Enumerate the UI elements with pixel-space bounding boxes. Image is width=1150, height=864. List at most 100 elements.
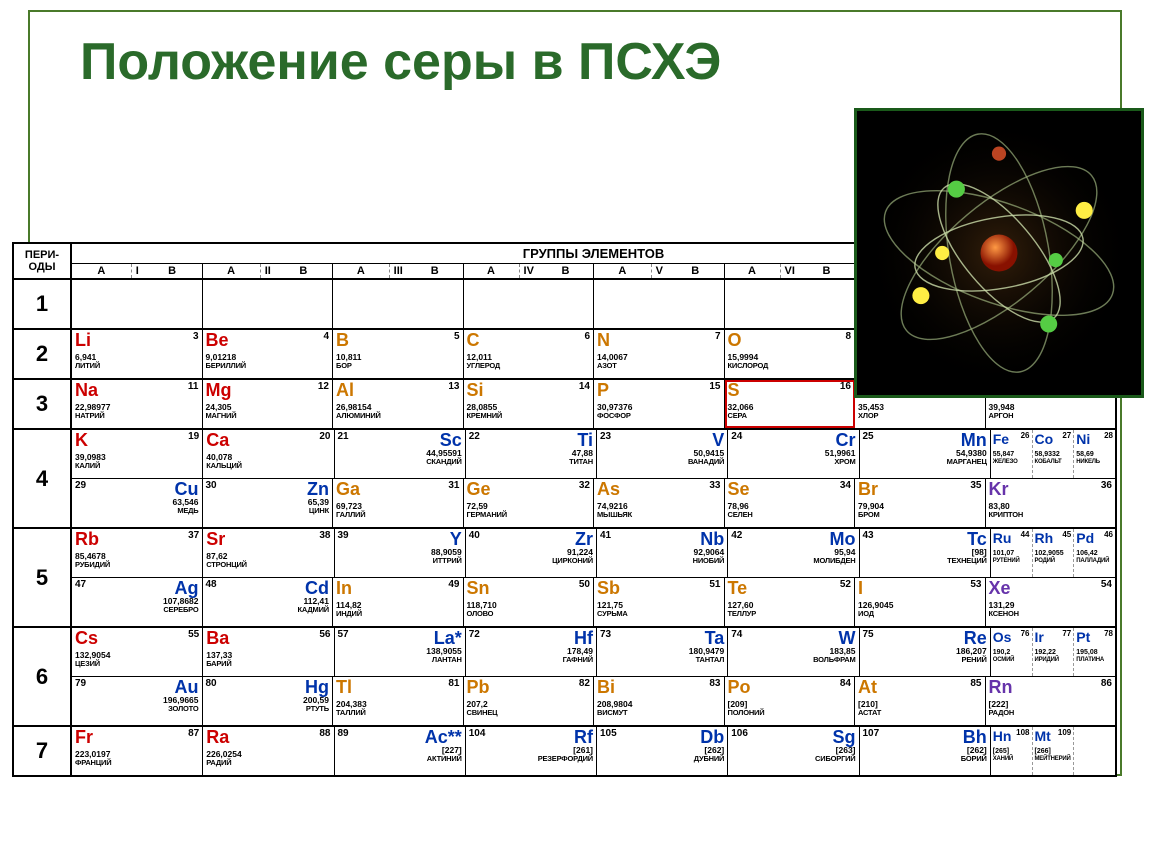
- atomic-number: 36: [1101, 480, 1112, 491]
- atomic-mass: 106,42: [1076, 550, 1113, 558]
- subgroup-b: В: [667, 264, 724, 278]
- element-name: ХРОМ: [731, 458, 855, 466]
- element-cell: Ga3169,723ГАЛЛИЙ: [333, 479, 464, 527]
- element-symbol: Kr: [989, 480, 1009, 498]
- element-cell: Ir77192,22ИРИДИЙ: [1032, 628, 1074, 676]
- element-symbol: W: [839, 629, 856, 647]
- element-name: ТАЛЛИЙ: [336, 709, 460, 717]
- atomic-number: 30: [206, 480, 217, 491]
- element-symbol: Ru: [993, 531, 1012, 545]
- group-header: АIВ: [72, 264, 203, 278]
- period-row: 7Fr87223,0197ФРАНЦИЙRa88226,0254РАДИЙAc*…: [14, 725, 1115, 775]
- atomic-number: 12: [318, 381, 329, 392]
- element-name: КАЛИЙ: [75, 462, 199, 470]
- element-symbol: Al: [336, 381, 354, 399]
- atomic-number: 34: [840, 480, 851, 491]
- element-cell: Pt78195,08ПЛАТИНА: [1073, 628, 1115, 676]
- element-name: РЕЗЕРФОРДИЙ: [469, 755, 593, 763]
- atomic-number: 75: [863, 629, 874, 640]
- atomic-number: 29: [75, 480, 86, 491]
- element-cell: Ru44101,07РУТЕНИЙ: [991, 529, 1032, 577]
- atomic-number: 6: [584, 331, 590, 342]
- element-cell: Hg80200,59РТУТЬ: [203, 677, 334, 725]
- group-numeral: VI: [781, 264, 799, 278]
- element-cell: Ca2040,078КАЛЬЦИЙ: [203, 430, 334, 478]
- element-cell: In49114,82ИНДИЙ: [333, 578, 464, 626]
- atomic-number: 23: [600, 431, 611, 442]
- atomic-number: 41: [600, 530, 611, 541]
- element-name: ТИТАН: [469, 458, 593, 466]
- element-row: K1939,0983КАЛИЙCa2040,078КАЛЬЦИЙSc2144,9…: [72, 430, 1115, 478]
- atomic-number: 57: [338, 629, 349, 640]
- atomic-number: 74: [731, 629, 742, 640]
- element-symbol: Ta: [705, 629, 725, 647]
- atomic-number: 4: [323, 331, 329, 342]
- element-symbol: S: [728, 381, 740, 399]
- period-number: 3: [14, 380, 72, 428]
- element-name: КОБАЛЬТ: [1035, 459, 1072, 465]
- element-cell: Cu2963,546МЕДЬ: [72, 479, 203, 527]
- atomic-number: 32: [579, 480, 590, 491]
- element-cell: Bh107[262]БОРИЙ: [860, 727, 991, 775]
- atomic-mass: [265]: [993, 748, 1030, 756]
- element-cell: Y3988,9059ИТТРИЙ: [335, 529, 466, 577]
- atomic-mass: 102,9055: [1035, 550, 1072, 558]
- element-symbol: Xe: [989, 579, 1011, 597]
- element-row: Rb3785,4678РУБИДИЙSr3887,62СТРОНЦИЙY3988…: [72, 529, 1115, 577]
- element-cell: Bi83208,9804ВИСМУТ: [594, 677, 725, 725]
- element-name: ФОСФОР: [597, 412, 721, 420]
- period-row: 5Rb3785,4678РУБИДИЙSr3887,62СТРОНЦИЙY398…: [14, 527, 1115, 626]
- atomic-number: 85: [970, 678, 981, 689]
- atomic-number: 50: [579, 579, 590, 590]
- element-cell: Mo4295,94МОЛИБДЕН: [728, 529, 859, 577]
- element-symbol: Bh: [963, 728, 987, 746]
- element-name: СКАНДИЙ: [338, 458, 462, 466]
- element-symbol: Tc: [967, 530, 987, 548]
- element-row: Cs55132,9054ЦЕЗИЙBa56137,33БАРИЙLa*57138…: [72, 628, 1115, 676]
- element-cell: Ag47107,8682СЕРЕБРО: [72, 578, 203, 626]
- atomic-mass: 192,22: [1035, 649, 1072, 657]
- element-cell: Mg1224,305МАГНИЙ: [203, 380, 334, 428]
- element-cell: Au79196,9665ЗОЛОТО: [72, 677, 203, 725]
- atomic-number: 76: [1021, 629, 1030, 638]
- element-symbol: La*: [434, 629, 462, 647]
- element-name: УГЛЕРОД: [467, 362, 591, 370]
- element-cell: Os76190,2ОСМИЙ: [991, 628, 1032, 676]
- triad-cell: Hn108[265]ХАНИЙMt109[266]МЕЙТНЕРИЙ: [991, 727, 1115, 775]
- element-name: НАТРИЙ: [75, 412, 199, 420]
- element-symbol: Pb: [467, 678, 490, 696]
- element-symbol: Hf: [574, 629, 593, 647]
- element-symbol: Sn: [467, 579, 490, 597]
- element-name: РАДИЙ: [206, 759, 330, 767]
- element-cell: Xe54131,29КСЕНОН: [986, 578, 1116, 626]
- element-name: БОР: [336, 362, 460, 370]
- element-row: Fr87223,0197ФРАНЦИЙRa88226,0254РАДИЙAc**…: [72, 727, 1115, 775]
- element-name: КАДМИЙ: [206, 606, 330, 614]
- empty-cell: [333, 280, 464, 328]
- element-symbol: Ni: [1076, 432, 1090, 446]
- element-cell: N714,0067АЗОТ: [594, 330, 725, 378]
- element-cell: Re75186,207РЕНИЙ: [860, 628, 991, 676]
- element-cell: La*57138,9055ЛАНТАН: [335, 628, 466, 676]
- element-name: РЕНИЙ: [863, 656, 987, 664]
- atomic-mass: [266]: [1035, 748, 1072, 756]
- element-name: МАГНИЙ: [206, 412, 330, 420]
- element-symbol: Si: [467, 381, 484, 399]
- element-cell: I53126,9045ИОД: [855, 578, 986, 626]
- subgroup-b: В: [143, 264, 202, 278]
- element-cell: Al1326,98154АЛЮМИНИЙ: [333, 380, 464, 428]
- atomic-number: 35: [970, 480, 981, 491]
- atomic-number: 54: [1101, 579, 1112, 590]
- element-name: ИРИДИЙ: [1035, 657, 1072, 663]
- element-name: СВИНЕЦ: [467, 709, 591, 717]
- element-cell: Ge3272,59ГЕРМАНИЙ: [464, 479, 595, 527]
- element-cell: Pb82207,2СВИНЕЦ: [464, 677, 595, 725]
- atomic-number: 80: [206, 678, 217, 689]
- group-numeral: II: [261, 264, 275, 278]
- element-cell: Rh45102,9055РОДИЙ: [1032, 529, 1074, 577]
- atomic-number: 38: [319, 530, 330, 541]
- element-symbol: Po: [728, 678, 751, 696]
- element-symbol: K: [75, 431, 88, 449]
- element-cell: Kr3683,80КРИПТОН: [986, 479, 1116, 527]
- period-number: 2: [14, 330, 72, 378]
